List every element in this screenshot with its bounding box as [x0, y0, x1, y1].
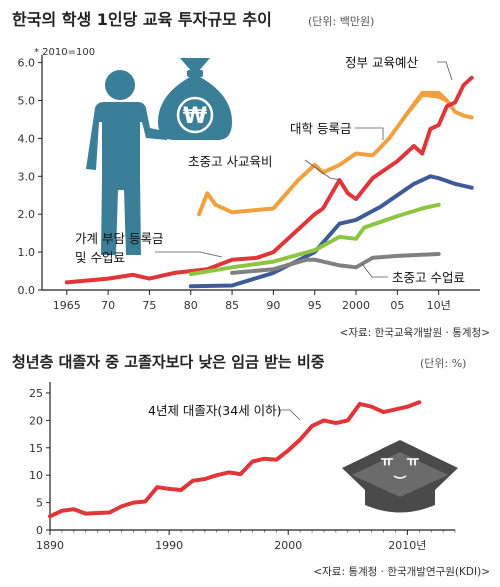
chart2-leader-line [278, 409, 301, 421]
series-line-university [197, 92, 449, 217]
chart2-series [48, 400, 422, 519]
y-tick-label: 5 [36, 497, 43, 510]
chart2-unit: (단위: %) [420, 357, 466, 370]
chart1-x-ticks: 1965 70 75 80 85 90 95 2000 05 10년 [53, 290, 451, 312]
x-tick-label: 1990 [155, 539, 183, 552]
series-line-young_grad [48, 400, 422, 519]
svg-text:₩: ₩ [183, 104, 207, 129]
label-household-line2: 및 수업료 [75, 250, 125, 265]
chart2-y-ticks: 0 5 10 15 20 25 [29, 387, 50, 537]
chart1-title: 한국의 학생 1인당 교육 투자규모 추이 [12, 10, 272, 29]
y-tick-label: 1.0 [18, 246, 36, 259]
y-tick-label: 2.0 [18, 208, 36, 221]
x-tick-label: 80 [184, 299, 198, 312]
chart1-axes [41, 55, 480, 291]
label-elementary: 초중고 수업료 [392, 270, 465, 285]
x-tick-label: 05 [390, 299, 404, 312]
chart1-source: <자료: 한국교육개발원 · 통계청> [340, 327, 490, 339]
x-tick-label: 1965 [53, 299, 81, 312]
x-tick-label: 70 [101, 299, 115, 312]
y-tick-label: 5.0 [18, 94, 36, 107]
x-tick-label: 10년 [427, 299, 451, 312]
series-line-household_tuition [188, 174, 474, 289]
y-tick-label: 25 [29, 387, 43, 400]
chart1-unit: (단위: 백만원) [308, 15, 374, 28]
label-household-line1: 가계 부담 등록금 [75, 231, 163, 246]
chart1-y-ticks: 0.0 1.0 2.0 3.0 4.0 5.0 6.0 [18, 57, 42, 297]
y-tick-label: 20 [29, 414, 43, 427]
label-government: 정부 교육예산 [345, 55, 418, 70]
x-tick-label: 90 [266, 299, 280, 312]
y-tick-label: 15 [29, 442, 43, 455]
x-tick-label: 2010년 [388, 539, 426, 552]
x-tick-label: 2000 [342, 299, 370, 312]
money-bag-icon: ₩ [158, 58, 232, 140]
y-tick-label: 4.0 [18, 132, 36, 145]
y-tick-label: 3.0 [18, 170, 36, 183]
chart2-source: <자료: 통계청 · 한국개발연구원(KDI)> [313, 566, 490, 578]
chart1-leader-lines [155, 61, 453, 278]
chart1-note: * 2010=100 [34, 47, 95, 58]
label-university: 대학 등록금 [290, 121, 351, 136]
series-line-household_tuition_2 [188, 202, 441, 277]
y-tick-label: 0 [36, 524, 43, 537]
series-line-elementary [230, 252, 441, 275]
svg-text:ㅠ: ㅠ [407, 454, 420, 470]
label-young-grad: 4년제 대졸자(34세 이하) [148, 403, 282, 418]
chart2-x-ticks: 1890 1990 2000 2010년 [36, 530, 456, 552]
x-tick-label: 75 [142, 299, 156, 312]
y-tick-label: 10 [29, 469, 43, 482]
x-tick-label: 1890 [36, 539, 64, 552]
label-private-edu: 초중고 사교육비 [188, 154, 272, 169]
chart2-title: 청년층 대졸자 중 고졸자보다 낮은 임금 받는 비중 [12, 353, 325, 371]
y-tick-label: 6.0 [18, 57, 36, 70]
person-icon [86, 70, 174, 255]
x-tick-label: 2000 [274, 539, 302, 552]
x-tick-label: 85 [225, 299, 239, 312]
graduation-cap-icon: ㅠ ㅠ [342, 440, 458, 513]
x-tick-label: 95 [308, 299, 322, 312]
y-tick-label: 0.0 [18, 284, 36, 297]
svg-text:ㅠ: ㅠ [381, 454, 394, 470]
